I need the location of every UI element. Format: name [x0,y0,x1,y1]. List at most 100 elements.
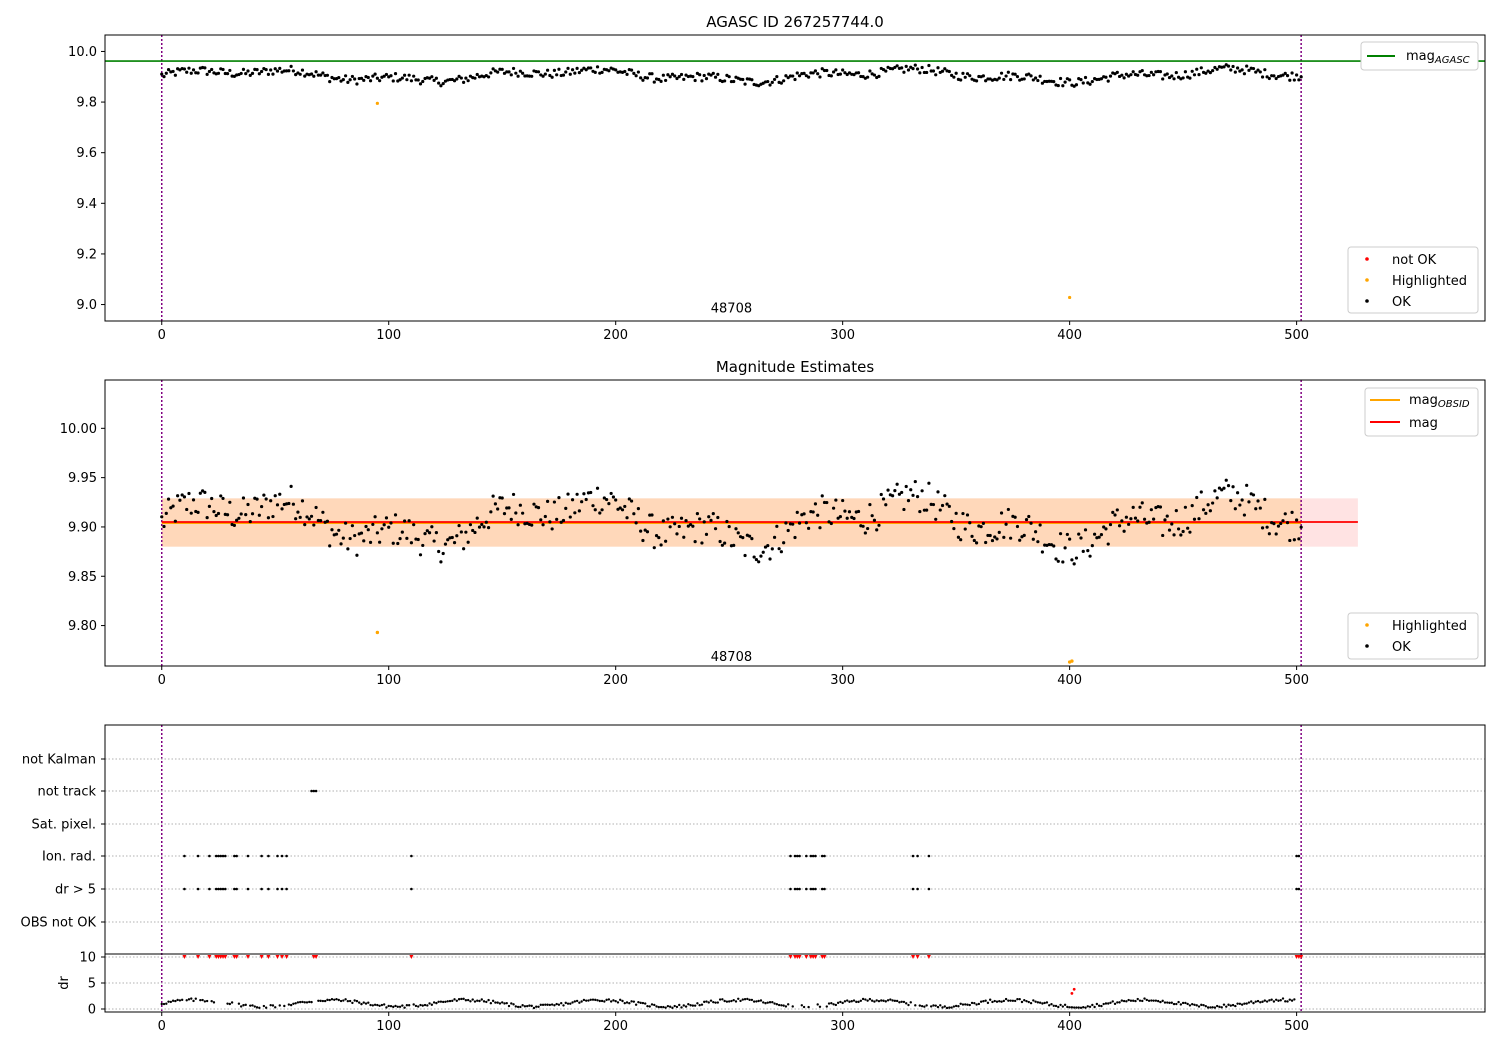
dr-point [1209,1006,1212,1009]
dr-point [1104,1002,1108,1005]
ok-point [457,74,461,79]
dr-point [308,1000,311,1004]
ok-point [325,73,330,77]
ok-point [568,515,572,519]
ok-point [818,75,822,79]
ok-point [393,72,398,76]
ok-point [915,67,920,71]
ok-point [827,520,831,524]
ok-point [750,537,754,541]
ok-point [216,71,221,75]
ok-point [1235,491,1240,495]
ok-point [841,498,845,503]
dr-point [1048,1004,1051,1007]
ok-point [1295,73,1299,77]
ok-point [797,74,802,78]
ok-point [187,491,191,496]
ok-point [605,497,609,502]
dr-point [1100,1004,1103,1008]
dr-point [178,999,182,1002]
ok-point [416,537,420,542]
dr-point [544,1003,547,1006]
ok-point [264,67,268,72]
p2-xtick-label-0: 0 [158,673,166,688]
dr-point [959,1002,962,1005]
ok-point [557,67,561,71]
ok-point [786,76,790,80]
dr-red-point-1 [1072,987,1076,991]
ok-point [711,71,715,75]
dr-point [639,1001,642,1005]
ok-point [266,72,271,76]
ok-point [940,503,945,508]
dr-point [174,999,177,1003]
dr-point [1027,1000,1030,1004]
ok-point [600,508,604,512]
dr-point [516,1005,520,1009]
ok-point [210,67,214,72]
ok-point [1272,522,1276,526]
ok-point [1238,503,1242,507]
dr-point [1281,997,1285,1000]
ok-point [239,512,243,516]
ok-point [1256,499,1260,503]
dr-point [185,999,188,1002]
dr-point [1268,999,1271,1002]
ok-point [500,67,504,71]
dr-point [521,1004,524,1007]
ok-point [1195,67,1199,71]
ok-point [462,80,466,84]
dr-point [764,1002,767,1005]
ok-point [1220,488,1224,492]
ok-point [875,528,879,532]
ok-point [455,77,459,81]
legend-agasc-top: magAGASC [1360,41,1479,71]
dr-point [382,1003,386,1006]
flag-point [276,887,279,891]
panel-magnitude-frame [104,379,1486,667]
ok-point [906,68,911,72]
dr-point [1029,1001,1033,1005]
dr-point [326,998,329,1002]
dr-point [317,999,320,1002]
ok-point [1224,478,1228,482]
ok-point [262,493,266,497]
dr-point [426,1004,429,1007]
dr-point [519,1005,522,1009]
ok-point [759,554,763,558]
ok-point [847,510,852,514]
dr-point [205,999,209,1003]
dr-point [162,1002,166,1006]
dr-point [687,1003,690,1006]
ok-point [900,490,904,495]
ok-point [464,530,468,534]
ok-point [1056,83,1060,88]
dr-point [421,1004,424,1007]
dr-point [1141,999,1144,1003]
dr-point [1091,1003,1094,1007]
p2-xtick-label-3: 300 [830,673,855,688]
ok-point [768,557,772,561]
dr-point [512,1003,515,1006]
ok-point [886,488,890,492]
dr-point [471,998,474,1001]
ok-point [1165,72,1169,76]
dr-point [603,1000,606,1003]
ok-point [1013,72,1017,76]
ok-point [1068,78,1072,82]
dr-clipped-marker [245,955,250,959]
ok-point [191,68,196,72]
dr-point [641,1001,645,1005]
dr-point [1245,1002,1248,1005]
ok-point [1285,521,1290,525]
dr-point [444,1000,447,1003]
ok-point [577,71,581,75]
panel-flags-x-axis: 0 100 200 300 400 500 [158,1012,1309,1034]
ok-point [904,484,908,489]
ok-point [550,75,554,79]
ok-point [212,510,216,514]
ok-point [981,521,985,525]
ok-point [1222,65,1226,69]
ok-point [1197,73,1201,77]
dr-point [846,999,849,1002]
